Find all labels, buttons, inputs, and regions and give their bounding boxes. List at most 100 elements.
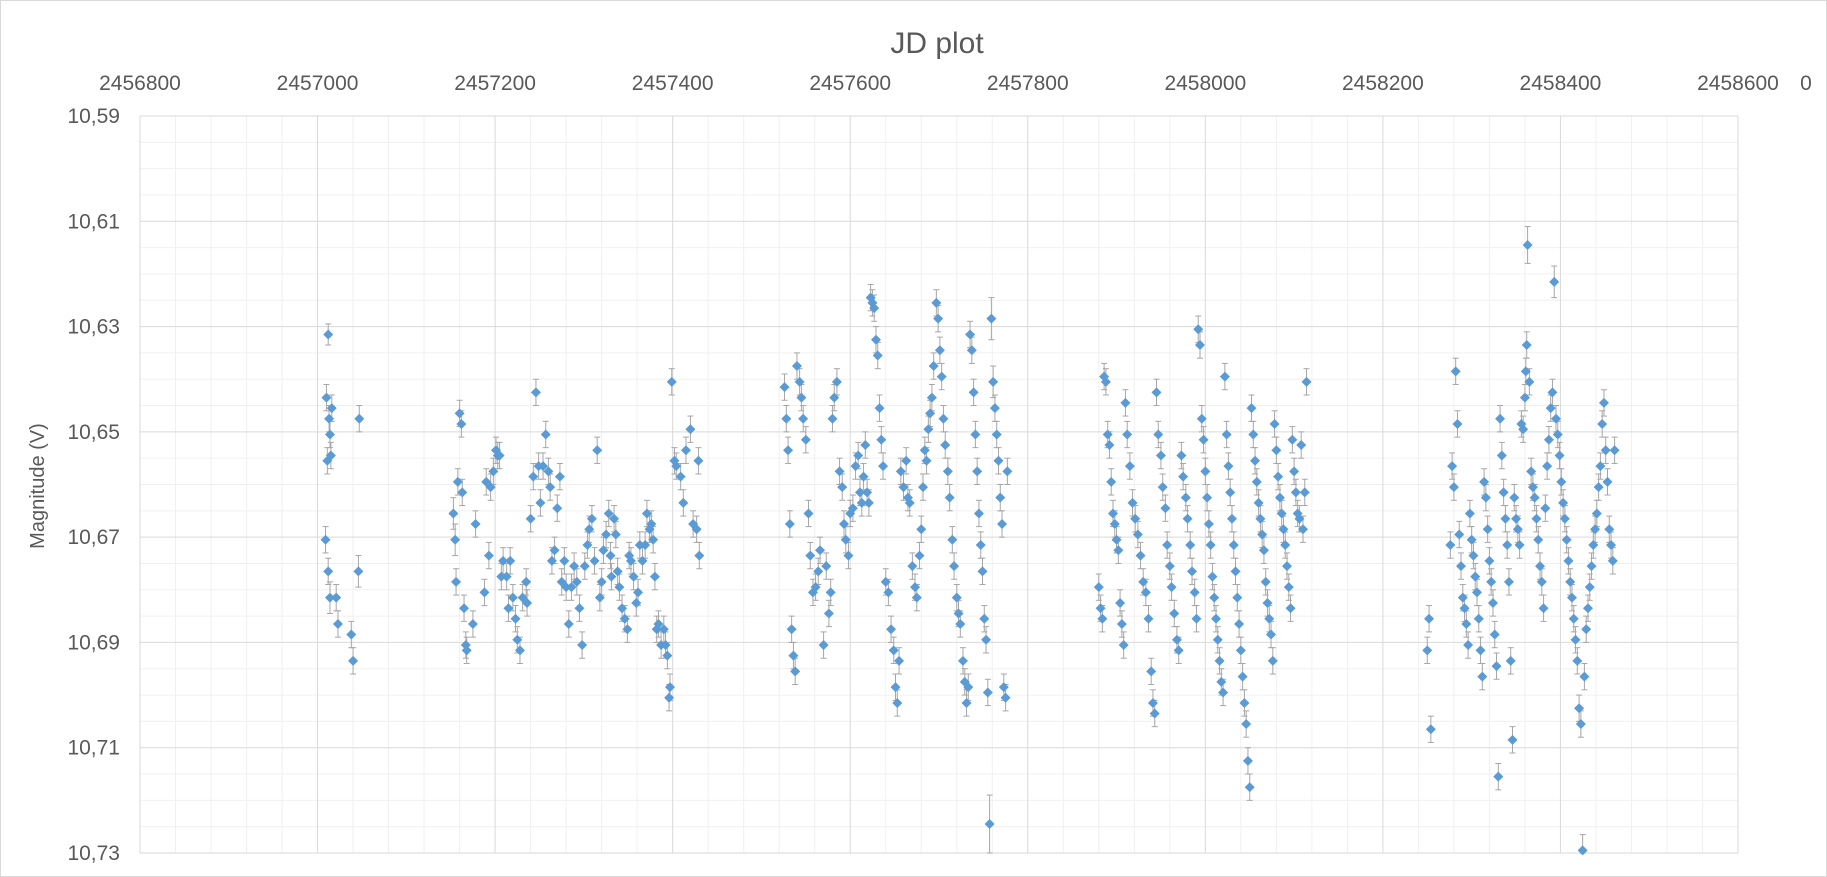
data-point xyxy=(543,466,554,477)
data-point xyxy=(1540,503,1551,514)
data-point xyxy=(671,461,682,472)
data-point xyxy=(456,418,467,429)
data-point xyxy=(1454,529,1465,540)
data-point xyxy=(658,624,669,635)
data-point xyxy=(1593,482,1604,493)
data-point xyxy=(1207,571,1218,582)
data-point xyxy=(1246,403,1257,414)
data-point xyxy=(1002,466,1013,477)
data-point xyxy=(1155,450,1166,461)
data-point xyxy=(1239,697,1250,708)
data-point xyxy=(977,566,988,577)
data-point xyxy=(1290,487,1301,498)
data-point xyxy=(988,376,999,387)
data-point xyxy=(888,645,899,656)
data-point xyxy=(1244,782,1255,793)
data-point xyxy=(1147,697,1158,708)
data-point xyxy=(800,434,811,445)
data-point xyxy=(461,645,472,656)
data-point xyxy=(961,697,972,708)
data-point xyxy=(586,513,597,524)
data-point xyxy=(1521,339,1532,350)
data-point xyxy=(1606,540,1617,551)
data-point xyxy=(936,371,947,382)
data-point xyxy=(451,576,462,587)
data-point xyxy=(346,629,357,640)
data-point xyxy=(1251,476,1262,487)
data-point xyxy=(1257,529,1268,540)
data-point xyxy=(938,413,949,424)
data-point xyxy=(781,413,792,424)
data-point xyxy=(584,524,595,535)
data-point xyxy=(1536,576,1547,587)
data-point xyxy=(827,413,838,424)
data-point xyxy=(612,566,623,577)
data-point xyxy=(991,429,1002,440)
x-tick-label: 2458400 xyxy=(1520,72,1602,95)
data-point xyxy=(876,434,887,445)
data-point xyxy=(1116,619,1127,630)
data-point xyxy=(1225,487,1236,498)
data-point xyxy=(1495,413,1506,424)
data-point xyxy=(953,608,964,619)
data-point xyxy=(863,497,874,508)
data-point xyxy=(571,576,582,587)
data-point xyxy=(949,561,960,572)
data-point xyxy=(566,582,577,593)
data-point xyxy=(1526,466,1537,477)
data-point xyxy=(1566,592,1577,603)
data-point xyxy=(325,450,336,461)
data-point xyxy=(919,445,930,456)
data-point xyxy=(786,624,797,635)
data-point xyxy=(1457,592,1468,603)
data-point xyxy=(940,440,951,451)
data-point xyxy=(1484,555,1495,566)
data-point xyxy=(993,455,1004,466)
y-tick-label: 10,63 xyxy=(67,316,120,339)
data-point xyxy=(870,334,881,345)
data-point xyxy=(911,592,922,603)
data-point xyxy=(1582,603,1593,614)
data-point xyxy=(1480,492,1491,503)
data-point xyxy=(1182,513,1193,524)
data-point xyxy=(901,455,912,466)
data-point xyxy=(1157,482,1168,493)
data-point xyxy=(1274,492,1285,503)
data-point xyxy=(837,482,848,493)
data-point xyxy=(1452,418,1463,429)
data-point xyxy=(507,592,518,603)
data-point xyxy=(1509,492,1520,503)
data-point xyxy=(878,461,889,472)
data-point xyxy=(1447,461,1458,472)
data-point xyxy=(1570,634,1581,645)
data-point xyxy=(483,550,494,561)
data-point xyxy=(918,482,929,493)
data-point xyxy=(1203,518,1214,529)
data-point xyxy=(601,529,612,540)
data-point xyxy=(1558,497,1569,508)
data-point xyxy=(514,645,525,656)
data-point xyxy=(1127,497,1138,508)
data-point xyxy=(784,518,795,529)
data-point xyxy=(1459,603,1470,614)
data-point xyxy=(1552,429,1563,440)
data-point xyxy=(779,382,790,393)
data-point xyxy=(1095,603,1106,614)
data-point xyxy=(916,524,927,535)
data-point xyxy=(609,513,620,524)
data-point xyxy=(552,503,563,514)
data-point xyxy=(1193,324,1204,335)
y-tick-label: 10,61 xyxy=(67,210,120,233)
data-point xyxy=(1106,476,1117,487)
data-point xyxy=(1115,597,1126,608)
data-point xyxy=(1297,524,1308,535)
data-point xyxy=(1450,366,1461,377)
data-point xyxy=(1135,550,1146,561)
data-point xyxy=(907,561,918,572)
data-point xyxy=(982,687,993,698)
data-point xyxy=(997,518,1008,529)
data-point xyxy=(979,613,990,624)
data-point xyxy=(1586,561,1597,572)
data-point xyxy=(1602,476,1613,487)
data-point xyxy=(1210,613,1221,624)
